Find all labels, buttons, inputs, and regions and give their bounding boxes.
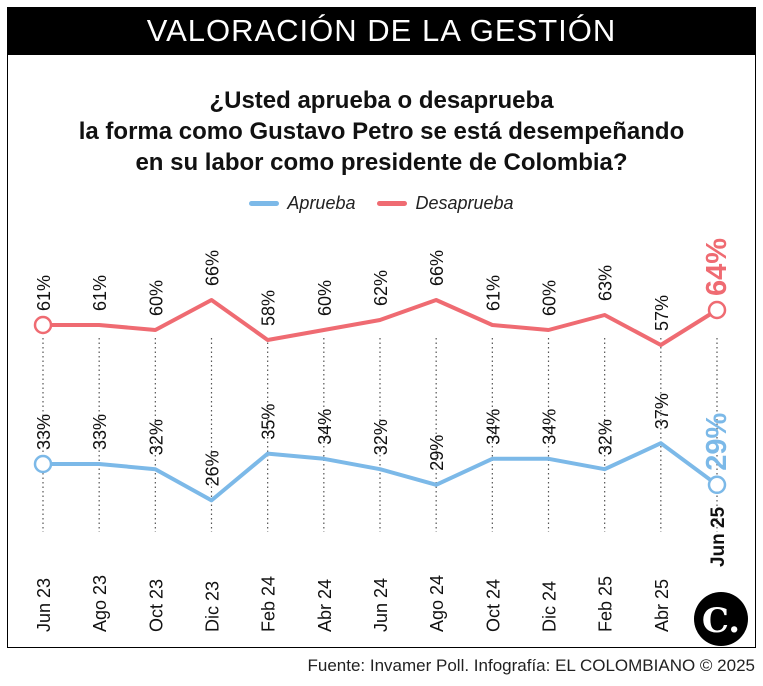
x-tick-label: Ago 23 [90,575,110,632]
data-label-approve: 32% [596,419,616,455]
data-label-approve: 37% [652,393,672,429]
chart-header: VALORACIÓN DE LA GESTIÓN [7,7,756,55]
data-label-disapprove: 58% [259,290,279,326]
data-label-disapprove: 60% [146,280,166,316]
legend-label-approve: Aprueba [287,193,356,213]
x-tick-label: Oct 24 [483,579,503,632]
question-line-2: la forma como Gustavo Petro se está dese… [78,118,685,145]
data-label-approve: 32% [146,419,166,455]
data-label-approve: 34% [315,409,335,445]
data-label-disapprove: 66% [427,250,447,286]
question-line-1: ¿Usted aprueba o desaprueba [209,87,554,114]
data-label-disapprove: 63% [596,265,616,301]
legend-item-disapprove: Desaprueba [377,193,514,214]
data-label-disapprove: 66% [203,250,223,286]
x-tick-label: Abr 24 [315,579,335,632]
data-label-approve: 29% [701,413,733,471]
data-label-approve: 35% [259,404,279,440]
data-label-disapprove: 61% [483,275,503,311]
logo: C. [694,592,748,646]
x-tick-label: Jun 24 [371,578,391,632]
survey-question: ¿Usted aprueba o desaprueba la forma com… [0,85,763,178]
chart-frame [7,55,756,648]
data-label-disapprove: 60% [540,280,560,316]
x-tick-label: Dic 24 [540,581,560,632]
data-label-approve: 29% [427,435,447,471]
legend-swatch-approve [249,201,280,206]
data-label-disapprove: 57% [652,295,672,331]
x-tick-labels: Jun 23 Ago 23 Oct 23 Dic 23 Feb 24 Abr 24 Jun … [34,506,729,632]
data-label-disapprove: 61% [90,275,110,311]
data-label-approve: 34% [540,409,560,445]
data-label-approve: 26% [203,450,223,486]
legend-label-disapprove: Desaprueba [415,193,514,213]
x-tick-label: Feb 24 [259,576,279,632]
series-line-disapprove [41,298,719,347]
endpoint-marker-approve [707,475,727,495]
data-label-disapprove: 60% [315,280,335,316]
endpoint-marker-disapprove [707,300,727,320]
logo-text: C. [702,601,740,641]
x-tick-label: Feb 25 [596,576,616,632]
x-tick-label: Jun 25 [708,506,729,567]
endpoint-marker-approve [33,454,53,474]
endpoint-marker-disapprove [33,315,53,335]
source-credit: Fuente: Invamer Poll. Infografía: EL COL… [307,656,756,675]
x-tick-label: Dic 23 [203,581,223,632]
chart-legend: Aprueba Desaprueba [0,193,763,214]
data-label-disapprove: 64% [701,238,733,296]
x-tick-label: Abr 25 [652,579,672,632]
data-label-approve: 33% [90,414,110,450]
data-label-approve: 34% [483,409,503,445]
x-tick-label: Oct 23 [146,579,166,632]
x-tick-label: Jun 23 [34,578,54,632]
header-title: VALORACIÓN DE LA GESTIÓN [146,13,617,48]
data-label-approve: 32% [371,419,391,455]
grid-lines [42,338,718,532]
legend-swatch-disapprove [377,201,408,206]
data-label-disapprove: 62% [371,270,391,306]
legend-item-approve: Aprueba [249,193,355,214]
question-line-3: en su labor como presidente de Colombia? [135,149,628,176]
data-label-disapprove: 61% [34,275,54,311]
series-lines [33,298,727,503]
logo-circle [694,592,748,646]
x-tick-label: Ago 24 [427,575,447,632]
series-line-approve [41,441,719,503]
data-label-approve: 33% [34,414,54,450]
data-labels: 33% 33% 32% 26% 35% 34% 32% 29% 34% 34% 32% 37% 29% 6… [34,238,733,487]
